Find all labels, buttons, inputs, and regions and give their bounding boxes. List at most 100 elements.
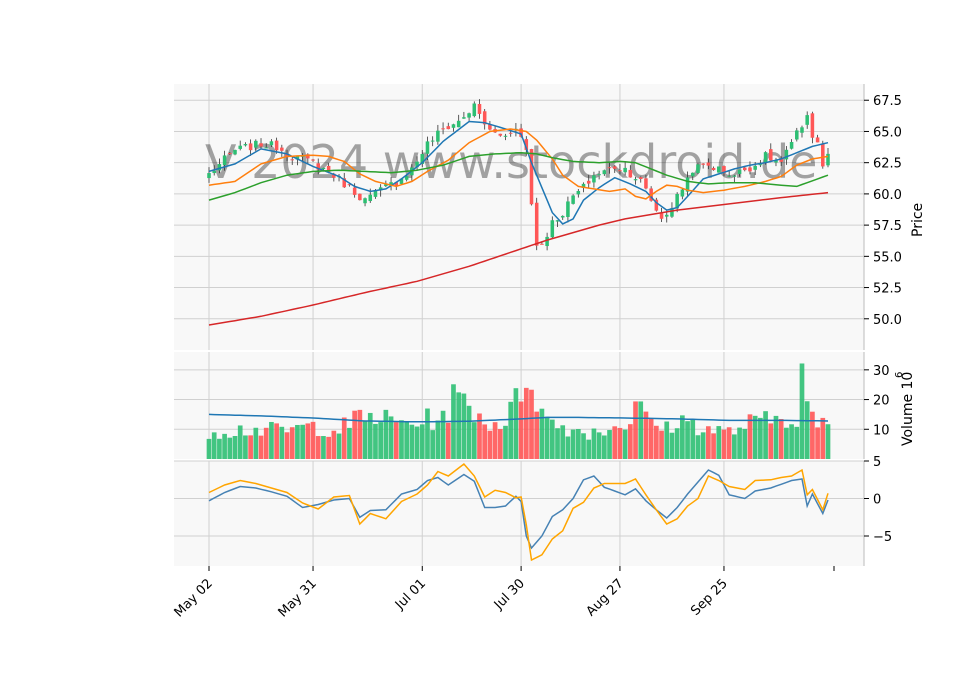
volume-bar [263, 427, 269, 459]
volume-bar [269, 421, 274, 459]
volume-bar [357, 409, 363, 459]
volume-bar [778, 419, 784, 459]
volume-bar [362, 421, 368, 459]
moving-average-line [208, 128, 829, 200]
volume-bar [373, 423, 378, 459]
oscillator-tick-label: −5 [873, 530, 892, 545]
volume-bar [804, 401, 810, 459]
candle-body [826, 153, 830, 166]
volume-bar [669, 432, 675, 459]
volume-bar [237, 425, 243, 459]
volume-bar [544, 416, 550, 459]
price-tick-label: 50.0 [873, 313, 902, 328]
candle-body [404, 176, 409, 180]
x-tick-label: May 02 [172, 576, 216, 620]
candle-body [259, 143, 263, 147]
candle-body [269, 141, 274, 146]
volume-bar [253, 427, 259, 459]
volume-bar [341, 417, 347, 459]
oscillator-panel-background [174, 461, 864, 566]
candle-body [696, 164, 700, 174]
candle-body [815, 137, 820, 143]
candle-body [394, 182, 399, 186]
price-tick-label: 60.0 [873, 188, 902, 203]
volume-bar [445, 422, 451, 459]
volume-bar [789, 424, 794, 459]
candle-body [638, 177, 643, 179]
candle-body [347, 184, 352, 186]
volume-tick-label: 20 [873, 394, 890, 409]
candle-body [566, 201, 570, 217]
candle-body [462, 117, 466, 119]
volume-bar [648, 418, 654, 459]
volume-bar [383, 409, 389, 459]
volume-bar [617, 427, 623, 459]
candle-body [472, 103, 477, 117]
candle-body [748, 167, 752, 172]
volume-bar [523, 387, 529, 459]
candle-body [545, 236, 549, 247]
candle-body [498, 133, 503, 136]
oscillator-line [208, 462, 829, 562]
candle-body [243, 144, 248, 146]
candle-body [430, 140, 435, 142]
volume-bar [820, 417, 826, 459]
candle-body [675, 194, 679, 209]
volume-bar [248, 435, 253, 459]
candle-body [399, 178, 404, 184]
candle-body [451, 124, 456, 128]
volume-bar [513, 388, 519, 459]
candle-body [285, 153, 289, 158]
volume-tick-label: 30 [873, 364, 890, 379]
volume-bar [497, 429, 503, 459]
volume-bar [664, 421, 670, 459]
candle-body [654, 199, 659, 211]
volume-bar [243, 435, 248, 459]
volume-bar [549, 419, 555, 459]
volume-tick-label: 10 [873, 423, 890, 438]
candle-body [623, 167, 627, 173]
volume-bar [622, 429, 628, 459]
candle-body [795, 130, 799, 140]
volume-bar [586, 439, 592, 459]
volume-bar [794, 426, 800, 459]
volume-bar [695, 435, 701, 459]
candle-body [264, 147, 268, 149]
volume-bar [367, 412, 373, 459]
volume-bar [300, 424, 305, 459]
candle-body [701, 163, 705, 165]
volume-bar [726, 427, 732, 459]
price-tick-label: 67.5 [873, 94, 902, 109]
volume-bar [825, 424, 831, 459]
volume-bar [430, 430, 436, 459]
oscillator-line [208, 469, 829, 550]
candle-body [685, 177, 690, 192]
volume-axis-label: Volume 10 [900, 372, 916, 446]
volume-bar [414, 426, 420, 459]
volume-bar [466, 405, 472, 459]
candle-body [222, 155, 227, 166]
candle-body [607, 167, 612, 169]
candle-body [664, 214, 669, 217]
volume-bar [393, 422, 399, 459]
price-tick-label: 55.0 [873, 250, 902, 265]
candle-body [753, 165, 757, 170]
volume-bar [815, 427, 820, 459]
volume-bar [799, 363, 805, 459]
candle-body [280, 147, 284, 151]
moving-average-line [208, 191, 829, 326]
volume-bar [284, 432, 290, 459]
volume-bar [601, 435, 607, 459]
volume-bar [461, 393, 467, 459]
candle-body [571, 195, 575, 204]
candle-body [238, 145, 242, 149]
candle-body [534, 202, 539, 246]
candle-body [633, 179, 638, 181]
volume-bar [758, 417, 763, 459]
moving-average-line [208, 151, 829, 201]
volume-bar [206, 438, 212, 459]
candle-body [628, 169, 633, 178]
candle-body [425, 141, 430, 154]
volume-bar [560, 425, 566, 459]
